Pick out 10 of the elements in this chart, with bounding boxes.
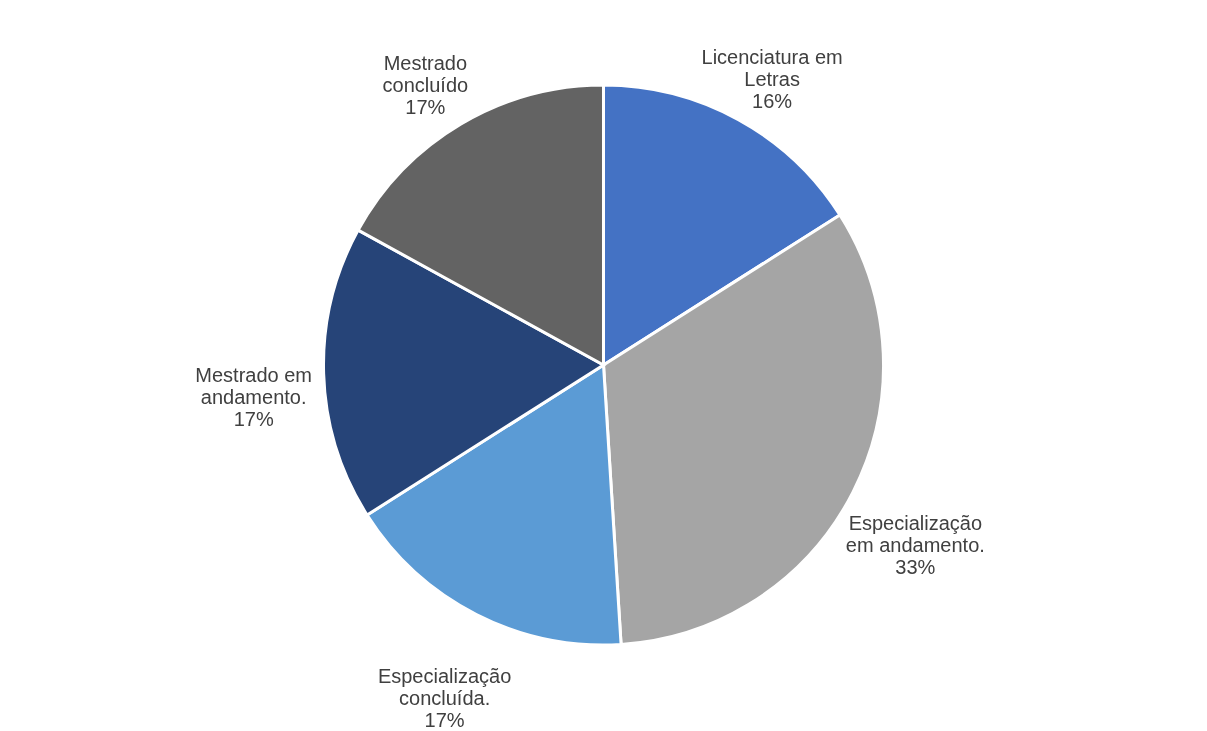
data-label: 33% xyxy=(895,555,936,578)
data-label: 17% xyxy=(405,95,446,118)
slice-label: Especialização concluída. xyxy=(377,664,512,709)
data-label: 17% xyxy=(424,708,465,731)
data-label: 17% xyxy=(233,407,274,430)
slice-label: Mestrado em andamento. xyxy=(195,363,313,408)
slice-label: Mestrado concluído xyxy=(382,51,469,96)
slice-label: Especialização em andamento. xyxy=(845,511,985,556)
data-label: 16% xyxy=(752,90,793,113)
slice-label: Licenciatura em Letras xyxy=(701,46,843,91)
